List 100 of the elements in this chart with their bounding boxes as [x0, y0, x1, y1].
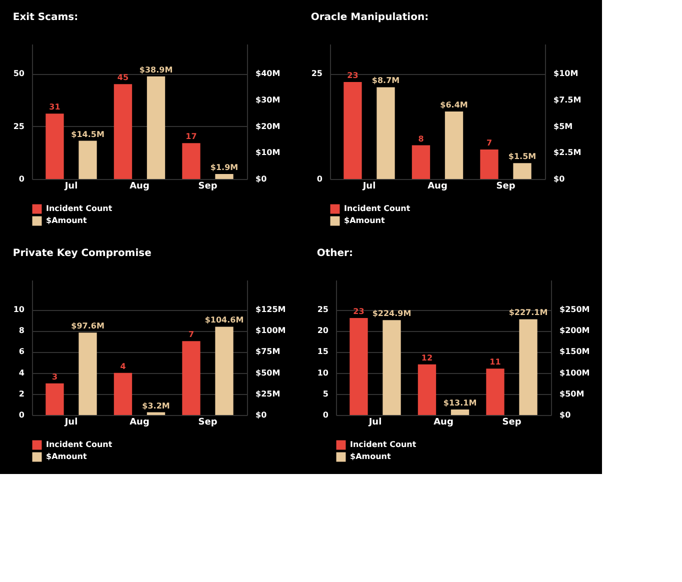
- bar: [215, 174, 234, 179]
- data-label: 23: [353, 306, 364, 316]
- data-label: 11: [490, 358, 502, 367]
- data-label: 7: [188, 330, 194, 340]
- bar: [78, 140, 97, 179]
- legend-label: Incident Count: [46, 440, 112, 449]
- bar: [350, 318, 368, 415]
- y2-tick-label: $0: [554, 174, 566, 184]
- x-tick-label: Aug: [130, 418, 150, 428]
- y-tick-label: 10: [317, 368, 329, 378]
- bar: [215, 326, 234, 415]
- y-tick-label: 10: [13, 305, 25, 314]
- legend-label: Incident Count: [46, 204, 112, 213]
- data-label: 3: [52, 372, 58, 382]
- data-label: $1.9M: [210, 162, 238, 172]
- data-label: 23: [347, 70, 358, 80]
- legend-label: $Amount: [46, 216, 87, 225]
- bar: [78, 332, 97, 415]
- x-tick-label: Sep: [502, 418, 522, 428]
- data-label: 17: [186, 132, 197, 142]
- y2-tick-label: $75M: [256, 347, 280, 356]
- bar: [486, 368, 504, 415]
- y-tick-label: 0: [316, 174, 323, 184]
- bar: [412, 145, 430, 179]
- chart-title: Exit Scams:: [12, 12, 78, 23]
- y2-tick-label: $50M: [560, 389, 584, 398]
- chart-title: Private Key Compromise: [12, 248, 152, 259]
- y2-tick-label: $30M: [256, 95, 280, 104]
- y2-tick-label: $100M: [560, 368, 590, 378]
- y-tick-label: 20: [317, 326, 329, 336]
- y-tick-label: 8: [18, 326, 25, 336]
- legend-label: $Amount: [344, 216, 385, 225]
- bar: [146, 412, 166, 415]
- bar: [513, 163, 532, 179]
- data-label: $224.9M: [372, 309, 412, 318]
- y2-tick-label: $40M: [256, 69, 280, 78]
- legend-label: Incident Count: [350, 440, 416, 449]
- bar: [480, 149, 498, 179]
- bar: [114, 372, 132, 415]
- bar: [114, 84, 132, 179]
- bar: [444, 112, 464, 179]
- x-tick-label: Sep: [496, 182, 516, 192]
- legend-label: $Amount: [350, 452, 391, 461]
- data-label: $97.6M: [71, 322, 104, 331]
- bar: [182, 143, 200, 179]
- bar: [382, 320, 401, 415]
- x-tick-label: Aug: [434, 418, 454, 428]
- y2-tick-label: $7.5M: [554, 95, 582, 104]
- y2-tick-label: $0: [256, 410, 268, 420]
- data-label: $104.6M: [204, 316, 244, 325]
- y2-tick-label: $50M: [256, 368, 280, 378]
- y-tick-label: 2: [18, 389, 24, 398]
- y2-tick-label: $10M: [554, 69, 578, 78]
- bar: [519, 319, 538, 415]
- x-tick-label: Aug: [428, 182, 448, 192]
- y-tick-label: 25: [13, 122, 25, 131]
- bar: [46, 383, 64, 415]
- y2-tick-label: $25M: [256, 389, 280, 398]
- x-tick-label: Jul: [64, 418, 78, 428]
- data-label: 31: [49, 102, 61, 112]
- bar: [376, 87, 395, 179]
- data-label: $3.2M: [142, 401, 170, 410]
- y-tick-label: 6: [18, 347, 25, 356]
- data-label: $13.1M: [443, 398, 477, 408]
- y-tick-label: 25: [317, 305, 329, 314]
- y2-tick-label: $150M: [560, 347, 590, 356]
- y-tick-label: 0: [18, 410, 25, 420]
- y2-tick-label: $20M: [256, 122, 280, 131]
- x-tick-label: Sep: [198, 418, 218, 428]
- y-tick-label: 4: [18, 368, 25, 378]
- x-tick-label: Jul: [368, 418, 382, 428]
- bar: [46, 114, 64, 179]
- data-label: 7: [486, 138, 492, 148]
- bar: [182, 341, 200, 415]
- data-label: $14.5M: [71, 130, 104, 139]
- y-tick-label: 15: [317, 347, 329, 356]
- legend-label: $Amount: [46, 452, 87, 461]
- data-label: 8: [418, 134, 424, 144]
- data-label: $8.7M: [372, 76, 400, 86]
- y2-tick-label: $0: [256, 174, 268, 184]
- y-tick-label: 50: [13, 69, 25, 78]
- y-tick-label: 0: [18, 174, 25, 184]
- y-tick-label: 0: [322, 410, 329, 420]
- y2-tick-label: $250M: [560, 305, 590, 314]
- data-label: 4: [120, 362, 126, 371]
- data-label: 12: [421, 353, 433, 362]
- x-tick-label: Sep: [198, 182, 218, 192]
- y2-tick-label: $200M: [560, 326, 590, 336]
- data-label: $38.9M: [139, 65, 173, 74]
- y2-tick-label: $2.5M: [554, 148, 582, 158]
- y2-tick-label: $0: [560, 410, 572, 420]
- y2-tick-label: $125M: [256, 305, 286, 314]
- x-tick-label: Jul: [64, 182, 78, 192]
- x-tick-label: Jul: [362, 182, 376, 192]
- data-label: $6.4M: [440, 100, 468, 110]
- y-tick-label: 5: [322, 389, 329, 398]
- data-label: $1.5M: [508, 152, 536, 162]
- y2-tick-label: $100M: [256, 326, 286, 336]
- bar: [450, 409, 470, 415]
- y2-tick-label: $5M: [554, 122, 573, 131]
